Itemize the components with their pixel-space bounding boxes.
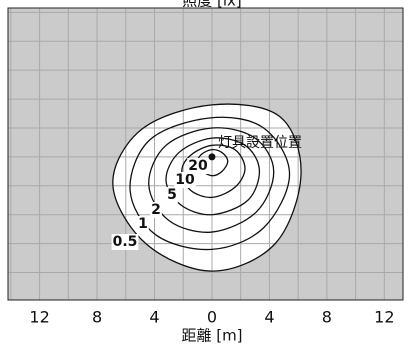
x-tick-label: 8 bbox=[322, 308, 332, 327]
x-tick-label: 4 bbox=[264, 308, 274, 327]
contour-line bbox=[196, 148, 229, 177]
contour-label: 0.5 bbox=[113, 234, 138, 250]
x-tick-label: 12 bbox=[29, 308, 49, 327]
contour-line bbox=[129, 116, 291, 251]
source-label: 灯具設置位置 bbox=[218, 135, 302, 151]
x-tick-label: 4 bbox=[149, 308, 159, 327]
contour-line bbox=[148, 127, 275, 233]
x-tick-label: 8 bbox=[92, 308, 102, 327]
contour-label-bg bbox=[187, 158, 209, 174]
contour-label: 1 bbox=[138, 216, 148, 232]
chart-title: 照度 [lx] bbox=[182, 0, 242, 10]
contour-label: 10 bbox=[175, 172, 195, 188]
contour-line bbox=[181, 144, 246, 199]
source-point bbox=[208, 153, 216, 161]
contour-label: 2 bbox=[151, 202, 161, 218]
x-tick-label: 0 bbox=[207, 308, 217, 327]
contour-label-bg bbox=[174, 172, 196, 188]
contour-label-bg bbox=[150, 202, 162, 218]
contour-label: 20 bbox=[188, 158, 208, 174]
contour-label-bg bbox=[111, 234, 139, 250]
x-axis-label: 距離 [m] bbox=[181, 327, 242, 345]
contour-label: 5 bbox=[167, 187, 177, 203]
contour-fill bbox=[112, 104, 302, 272]
plot-border bbox=[7, 7, 404, 301]
contour-line bbox=[112, 103, 302, 272]
x-tick-label: 12 bbox=[374, 308, 394, 327]
contour-line bbox=[165, 137, 261, 216]
contour-label-bg bbox=[166, 187, 178, 203]
contour-label-bg bbox=[137, 216, 149, 232]
